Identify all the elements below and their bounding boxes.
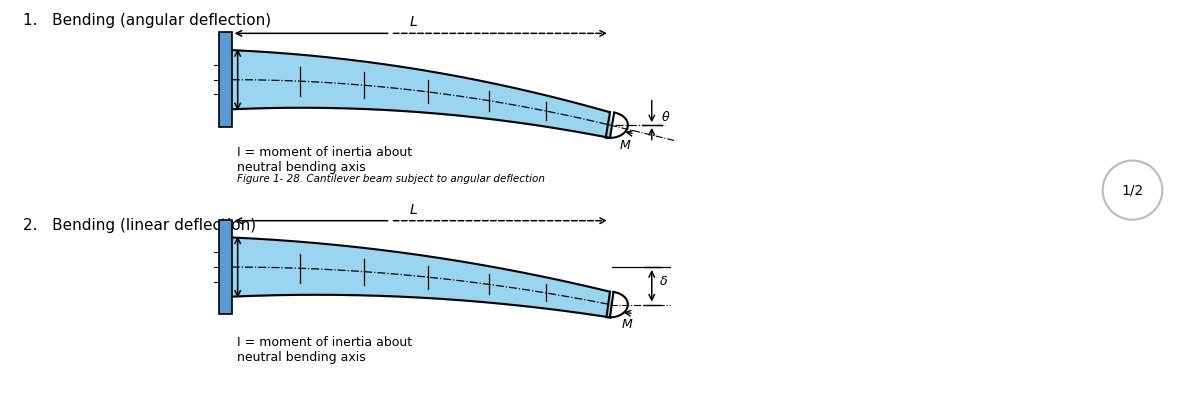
Circle shape	[1103, 160, 1163, 220]
Text: L: L	[409, 203, 418, 217]
Text: M: M	[622, 318, 632, 330]
Text: M: M	[620, 139, 631, 152]
Bar	[218, 220, 232, 314]
Text: 1/2: 1/2	[1121, 183, 1144, 197]
Bar	[218, 32, 232, 127]
Text: I = moment of inertia about
neutral bending axis: I = moment of inertia about neutral bend…	[236, 336, 412, 364]
Text: Figure 1- 28. Cantilever beam subject to angular deflection: Figure 1- 28. Cantilever beam subject to…	[236, 174, 545, 184]
Text: I = moment of inertia about
neutral bending axis: I = moment of inertia about neutral bend…	[236, 146, 412, 174]
Text: δ: δ	[660, 275, 667, 288]
Text: θ: θ	[661, 111, 670, 124]
Text: L: L	[409, 16, 418, 30]
Text: 2.   Bending (linear deflection): 2. Bending (linear deflection)	[23, 218, 256, 233]
Text: 1.   Bending (angular deflection): 1. Bending (angular deflection)	[23, 13, 271, 28]
